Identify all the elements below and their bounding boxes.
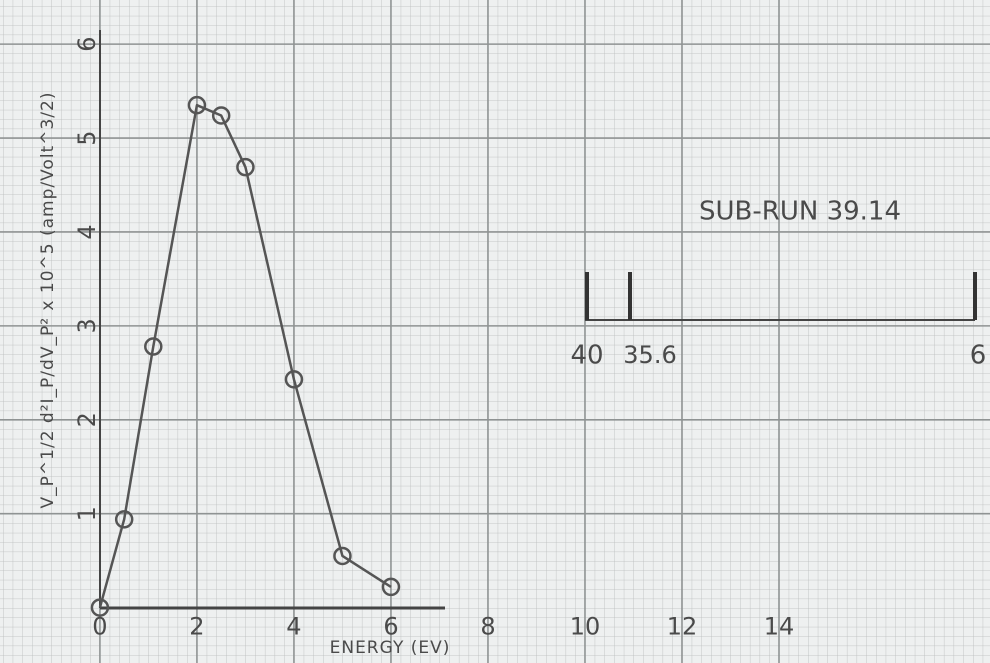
- x-tick-label: 14: [764, 613, 795, 641]
- x-tick-label: 4: [286, 613, 301, 641]
- data-line: [98, 103, 392, 608]
- scale-label: 35.6: [623, 341, 676, 369]
- y-axis-label: V_P^1/2 d²I_P/dV_P² x 10^5 (amp/Volt^3/2…: [38, 92, 58, 509]
- scale-label: 40: [570, 341, 603, 371]
- scale-label: 6: [970, 341, 987, 371]
- y-tick-label: 6: [73, 36, 101, 51]
- y-tick-label: 3: [73, 318, 101, 333]
- y-tick-label: 2: [73, 412, 101, 427]
- y-tick-label: 5: [73, 130, 101, 145]
- data-point: [284, 370, 304, 389]
- data-point: [333, 546, 352, 566]
- x-tick-label: 10: [570, 613, 601, 641]
- y-tick-label: 1: [73, 506, 101, 521]
- data-point: [187, 95, 207, 115]
- data-point: [211, 106, 231, 125]
- x-tick-label: 12: [667, 613, 698, 641]
- x-tick-label: 6: [383, 613, 398, 641]
- data-point: [381, 577, 401, 597]
- x-tick-label: 8: [480, 613, 495, 641]
- scale-marker: [585, 272, 977, 321]
- x-axis-label: ENERGY (EV): [330, 638, 451, 658]
- data-point: [114, 510, 134, 529]
- data-point: [236, 157, 255, 177]
- annotation: SUB-RUN 39.14: [699, 197, 901, 227]
- y-tick-label: 4: [73, 224, 101, 239]
- data-point: [144, 337, 163, 356]
- x-tick-label: 2: [189, 613, 204, 641]
- x-tick-label: 0: [92, 613, 107, 641]
- data-point: [90, 598, 110, 617]
